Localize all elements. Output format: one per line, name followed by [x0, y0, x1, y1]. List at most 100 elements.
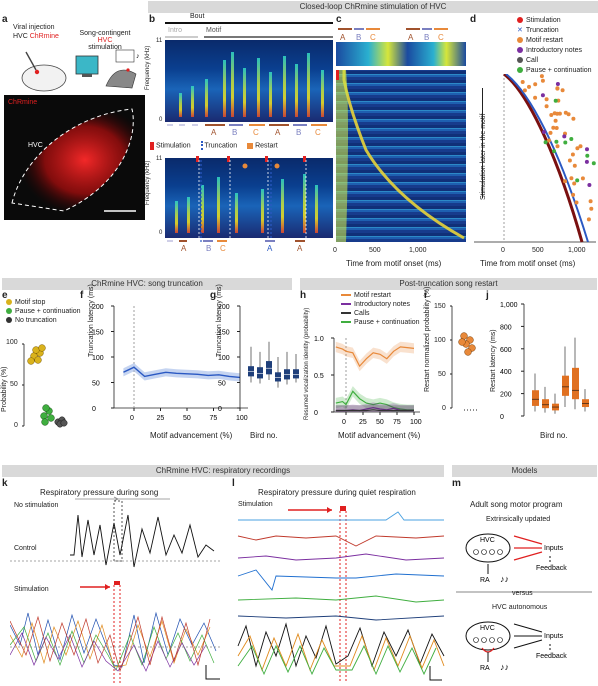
event-point	[572, 181, 577, 186]
legend-line-icon	[341, 321, 351, 324]
event-point	[571, 116, 576, 121]
event-point	[560, 88, 565, 93]
f-ylabel: Truncation latency (ms)	[88, 284, 95, 357]
f-ytick: 100	[92, 355, 104, 362]
b-syl-top-2: C	[253, 128, 259, 137]
i-ytick-2: 50	[438, 371, 446, 378]
scale-bar	[205, 665, 220, 680]
panel-label-c: c	[336, 14, 342, 25]
e-ytick-1: 50	[10, 381, 18, 388]
b-ytick-top-1: 11	[156, 38, 163, 44]
c-xlabel: Time from motif onset (ms)	[346, 259, 442, 268]
k-stimulation: Stimulation	[14, 586, 49, 593]
computer-icon	[75, 55, 99, 75]
f-ytick: 200	[92, 304, 104, 311]
event-point	[533, 82, 538, 87]
event-point	[539, 74, 544, 79]
event-point	[563, 179, 567, 184]
c-syl-5: C	[438, 33, 444, 42]
m-feedback-text-1: Feedback	[536, 565, 567, 572]
event-point	[522, 88, 527, 93]
chrmine-word: ChRmine	[29, 33, 59, 40]
d-raster-plot	[474, 74, 596, 243]
event-point	[549, 113, 554, 117]
event-point	[555, 144, 560, 149]
svg-text:♪♪: ♪♪	[500, 662, 509, 672]
setup-illustration: ♪	[21, 49, 140, 92]
j-ytick: 800	[500, 324, 512, 331]
c-syl-3: A	[408, 33, 414, 42]
b-ylabel-1: Frequency (kHz)	[145, 45, 151, 90]
h-legend-2: Calls	[341, 309, 420, 318]
bird-brain-icon	[21, 64, 67, 92]
banner-mid-right: Post-truncation song restart	[300, 278, 597, 290]
stim-marker-icon	[150, 141, 154, 150]
b-syl-bot-4: A	[297, 244, 303, 253]
ci-band	[123, 363, 240, 382]
h-ylabel: Resumed vocalization identity (probabili…	[304, 307, 310, 420]
stim-curve	[503, 74, 584, 243]
box	[257, 367, 263, 379]
b-syl-top-0: A	[211, 128, 217, 137]
m-feedback-text-2: Feedback	[536, 653, 567, 660]
b-ytick-bottom-1: 0	[159, 117, 163, 123]
legend-dot-icon	[517, 47, 523, 54]
event-point	[570, 152, 575, 157]
k-traces	[10, 496, 220, 683]
event-point	[554, 139, 559, 144]
series-line-0	[335, 346, 415, 368]
m-hvc-text-1: HVC	[480, 537, 495, 544]
hvc-stim-label: HVC	[97, 37, 113, 44]
panel-label-m: m	[452, 478, 461, 489]
event-point	[520, 80, 525, 84]
h-ytick: 0.5	[314, 373, 324, 380]
i-ytick-1: 100	[434, 337, 446, 344]
event-point	[553, 98, 558, 103]
event-point	[588, 199, 593, 204]
b-legend-restart: Restart	[255, 142, 278, 150]
event-point	[542, 130, 546, 134]
intro-label: Intro	[168, 27, 183, 34]
panel-label-i: i	[424, 290, 427, 301]
h-legend-3: Pause + continuation	[341, 318, 420, 327]
b-syllable-row-bottom: A B C A A	[167, 240, 305, 253]
k-title: Respiratory pressure during song	[40, 488, 159, 497]
event-point	[591, 161, 596, 166]
f-xtick: 100	[236, 415, 248, 422]
intro-bar	[165, 36, 198, 38]
g-ylabel: Truncation latency (ms)	[216, 284, 223, 357]
event-point	[575, 178, 580, 183]
d-legend-1: ✕ Truncation	[517, 27, 559, 34]
e-ytick-0: 100	[6, 339, 18, 346]
b-syllable-row-top: A B C A B C	[167, 124, 327, 137]
panel-label-l: l	[232, 478, 235, 489]
d-legend-3: Introductory notes	[517, 46, 592, 56]
legend-line-icon	[341, 312, 351, 315]
event-point	[540, 78, 545, 83]
i-ytick-0: 150	[434, 303, 446, 310]
event-point	[555, 82, 560, 86]
event-point	[569, 137, 574, 141]
event-point	[584, 159, 589, 164]
box	[293, 369, 299, 379]
h-xtick: 0	[342, 419, 346, 426]
event-point	[543, 140, 548, 145]
box	[542, 399, 549, 409]
m-autonomous-diagram: HVC Inputs RA ♪♪ Feedback	[465, 621, 567, 672]
h-legend: Motif restart Introductory notes Calls P…	[341, 291, 420, 327]
event-point	[575, 146, 580, 151]
series-line-3	[335, 409, 414, 412]
c-xtick-2: 1,000	[409, 247, 427, 254]
i-ytick-3: 0	[442, 405, 446, 412]
b-ytick-bottom-2: 0	[159, 230, 163, 236]
event-point	[540, 93, 545, 98]
event-point	[569, 176, 574, 181]
d-legend-0: Stimulation	[517, 16, 592, 26]
b-syl-bot-2: C	[220, 244, 226, 253]
e-ytick-2: 0	[14, 422, 18, 429]
d-xtick-2: 1,000	[568, 247, 586, 254]
h-ytick: 0	[314, 410, 318, 417]
panel-label-a: a	[2, 14, 8, 25]
panel-label-g: g	[210, 290, 217, 301]
latency-line	[123, 366, 241, 379]
